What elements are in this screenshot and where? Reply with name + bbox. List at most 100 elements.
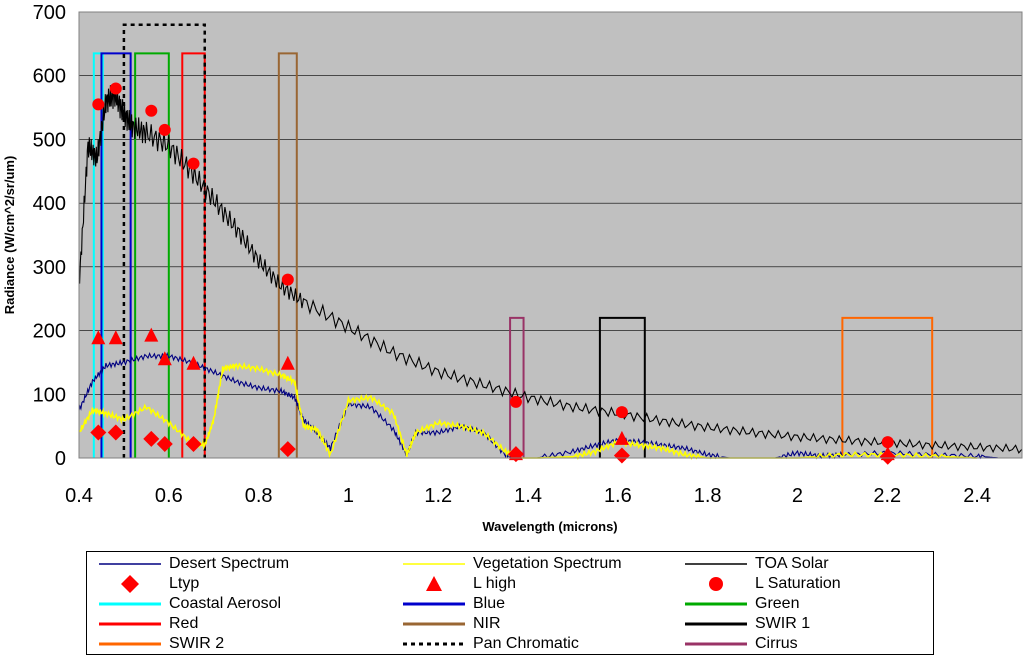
radiance-markers bbox=[90, 82, 896, 465]
legend-label: Red bbox=[169, 614, 199, 632]
marker-ltyp bbox=[613, 447, 630, 464]
legend-item-l-high: L high bbox=[399, 574, 516, 593]
x-tick-label: 1.2 bbox=[424, 485, 452, 507]
marker-l-high bbox=[614, 430, 629, 445]
marker-ltyp bbox=[107, 424, 124, 441]
band-rectangles bbox=[92, 23, 934, 458]
legend-symbol bbox=[403, 642, 465, 646]
legend-item-toa-solar: TOA Solar bbox=[681, 554, 829, 573]
y-tick-label: 100 bbox=[33, 384, 66, 406]
legend-symbol bbox=[709, 577, 723, 591]
y-tick-label: 200 bbox=[33, 321, 66, 343]
legend-symbol bbox=[426, 576, 442, 591]
marker-l-high bbox=[280, 355, 295, 370]
legend-symbol bbox=[403, 602, 465, 606]
legend-item-l-saturation: L Saturation bbox=[681, 574, 841, 593]
x-tick-label: 0.4 bbox=[65, 485, 93, 507]
legend-symbol bbox=[99, 622, 161, 626]
marker-l-high bbox=[144, 327, 159, 342]
legend-label: Desert Spectrum bbox=[169, 554, 290, 572]
marker-l-saturation bbox=[281, 273, 294, 286]
legend-item-swir-2: SWIR 2 bbox=[95, 634, 224, 653]
legend-symbol bbox=[403, 622, 465, 626]
x-tick-label: 0.8 bbox=[245, 485, 273, 507]
legend-label: Vegetation Spectrum bbox=[473, 554, 622, 572]
legend-label: Pan Chromatic bbox=[473, 634, 579, 652]
marker-l-saturation bbox=[187, 157, 200, 170]
marker-l-saturation bbox=[881, 436, 894, 449]
x-axis-ticks: 0.4 0.6 0.8 1 1.2 1.4 1.6 1.8 2 2.2 2.4 bbox=[65, 485, 991, 507]
legend-item-green: Green bbox=[681, 594, 799, 613]
band-swir-2 bbox=[841, 316, 934, 458]
marker-ltyp bbox=[156, 435, 173, 452]
band-swir-1 bbox=[598, 316, 646, 458]
legend-item-desert-spectrum: Desert Spectrum bbox=[95, 554, 289, 573]
legend-label: SWIR 2 bbox=[169, 634, 225, 652]
marker-l-high bbox=[880, 446, 895, 461]
marker-l-saturation bbox=[145, 104, 158, 117]
x-tick-label: 2 bbox=[792, 485, 803, 507]
y-tick-label: 300 bbox=[33, 257, 66, 279]
legend-symbol bbox=[403, 563, 465, 565]
x-tick-label: 1.4 bbox=[514, 485, 542, 507]
plot-area bbox=[79, 12, 1022, 458]
series-desert-spectrum bbox=[78, 351, 1000, 461]
x-tick-label: 0.6 bbox=[155, 485, 183, 507]
band-nir bbox=[277, 52, 298, 458]
band-coastal-aerosol bbox=[92, 52, 104, 458]
marker-l-high bbox=[508, 446, 523, 461]
legend-label: SWIR 1 bbox=[755, 614, 811, 632]
series-toa-solar bbox=[78, 84, 1023, 454]
marker-ltyp bbox=[185, 435, 202, 452]
marker-l-saturation bbox=[109, 82, 122, 95]
legend-symbol bbox=[685, 602, 747, 606]
y-tick-label: 600 bbox=[33, 66, 66, 88]
marker-ltyp bbox=[279, 441, 296, 458]
marker-l-saturation bbox=[615, 406, 628, 419]
legend-label: Coastal Aerosol bbox=[169, 594, 282, 612]
legend-label: Cirrus bbox=[755, 634, 798, 652]
x-tick-label: 2.4 bbox=[963, 485, 991, 507]
legend-item-nir: NIR bbox=[399, 614, 501, 633]
y-tick-label: 0 bbox=[55, 448, 66, 470]
marker-ltyp bbox=[90, 424, 107, 441]
legend-label: TOA Solar bbox=[755, 554, 829, 572]
legend-item-pan-chromatic: Pan Chromatic bbox=[399, 634, 579, 653]
marker-l-saturation bbox=[158, 123, 171, 136]
band-green bbox=[134, 52, 170, 458]
marker-ltyp bbox=[143, 430, 160, 447]
legend-label: NIR bbox=[473, 614, 501, 632]
legend-label: L Saturation bbox=[755, 574, 841, 592]
y-axis-ticks: 0 100 200 300 400 500 600 700 bbox=[33, 2, 66, 470]
legend-item-ltyp: Ltyp bbox=[95, 574, 199, 593]
legend-item-cirrus: Cirrus bbox=[681, 634, 798, 653]
marker-l-high bbox=[91, 330, 106, 345]
legend-label: Green bbox=[755, 594, 800, 612]
legend-symbol bbox=[99, 602, 161, 606]
x-axis-title: Wavelength (microns) bbox=[482, 519, 617, 534]
marker-l-saturation bbox=[509, 395, 522, 408]
legend-item-swir-1: SWIR 1 bbox=[681, 614, 810, 633]
legend-item-coastal-aerosol: Coastal Aerosol bbox=[95, 594, 281, 613]
legend-symbol bbox=[99, 642, 161, 646]
marker-l-high bbox=[186, 355, 201, 370]
legend-item-red: Red bbox=[95, 614, 198, 633]
x-tick-label: 2.2 bbox=[873, 485, 901, 507]
legend-symbol bbox=[99, 563, 161, 565]
y-tick-label: 500 bbox=[33, 129, 66, 151]
y-tick-label: 400 bbox=[33, 193, 66, 215]
legend-symbol bbox=[685, 563, 747, 565]
legend-item-blue: Blue bbox=[399, 594, 505, 613]
x-tick-label: 1.8 bbox=[694, 485, 722, 507]
legend-label: L high bbox=[473, 574, 516, 592]
y-tick-label: 700 bbox=[33, 2, 66, 24]
x-tick-label: 1 bbox=[343, 485, 354, 507]
plot-border bbox=[78, 11, 1023, 459]
x-tick-label: 1.6 bbox=[604, 485, 632, 507]
marker-l-high bbox=[108, 330, 123, 345]
spectral-radiance-chart: 0 100 200 300 400 500 600 700 0.4 0.6 0.8 1 1.2 1.4 1… bbox=[2, 2, 1023, 534]
legend-symbol bbox=[685, 622, 747, 626]
gridlines bbox=[79, 75, 1022, 395]
y-axis-title: Radiance (W/cm^2/sr/um) bbox=[2, 156, 17, 315]
band-cirrus bbox=[509, 316, 525, 458]
